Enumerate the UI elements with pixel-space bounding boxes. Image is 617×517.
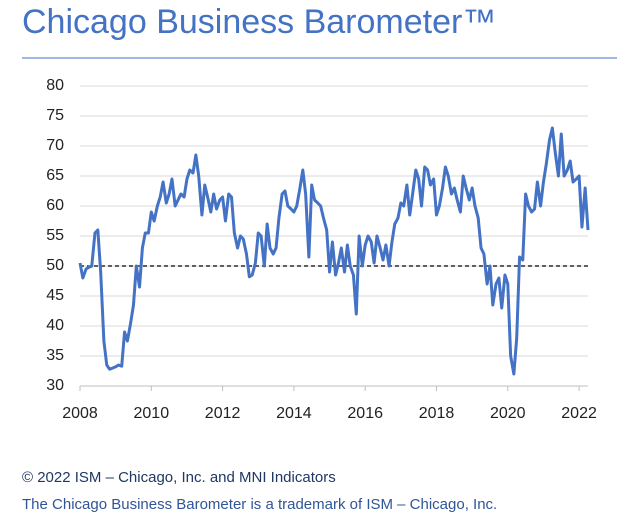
copyright-note: © 2022 ISM – Chicago, Inc. and MNI Indic…	[22, 469, 336, 486]
x-tick-label: 2012	[205, 405, 241, 422]
chart-title: Chicago Business Barometer™	[22, 3, 496, 41]
x-tick-label: 2016	[347, 405, 383, 422]
y-tick-label: 75	[46, 107, 64, 124]
y-tick-label: 45	[46, 287, 64, 304]
y-tick-label: 60	[46, 197, 64, 214]
data-line	[78, 126, 590, 376]
x-tick-label: 2014	[276, 405, 312, 422]
x-tick-label: 2010	[134, 405, 170, 422]
trademark-note: The Chicago Business Barometer is a trad…	[22, 496, 497, 513]
y-tick-label: 30	[46, 377, 64, 394]
y-tick-label: 35	[46, 347, 64, 364]
x-tick-label: 2020	[490, 405, 526, 422]
x-tick-label: 2022	[561, 405, 597, 422]
y-tick-label: 70	[46, 137, 64, 154]
y-tick-label: 50	[46, 257, 64, 274]
y-tick-label: 80	[46, 77, 64, 94]
y-tick-label: 55	[46, 227, 64, 244]
y-tick-label: 65	[46, 167, 64, 184]
x-tick-label: 2018	[419, 405, 455, 422]
y-tick-label: 40	[46, 317, 64, 334]
x-tick-label: 2008	[62, 405, 98, 422]
